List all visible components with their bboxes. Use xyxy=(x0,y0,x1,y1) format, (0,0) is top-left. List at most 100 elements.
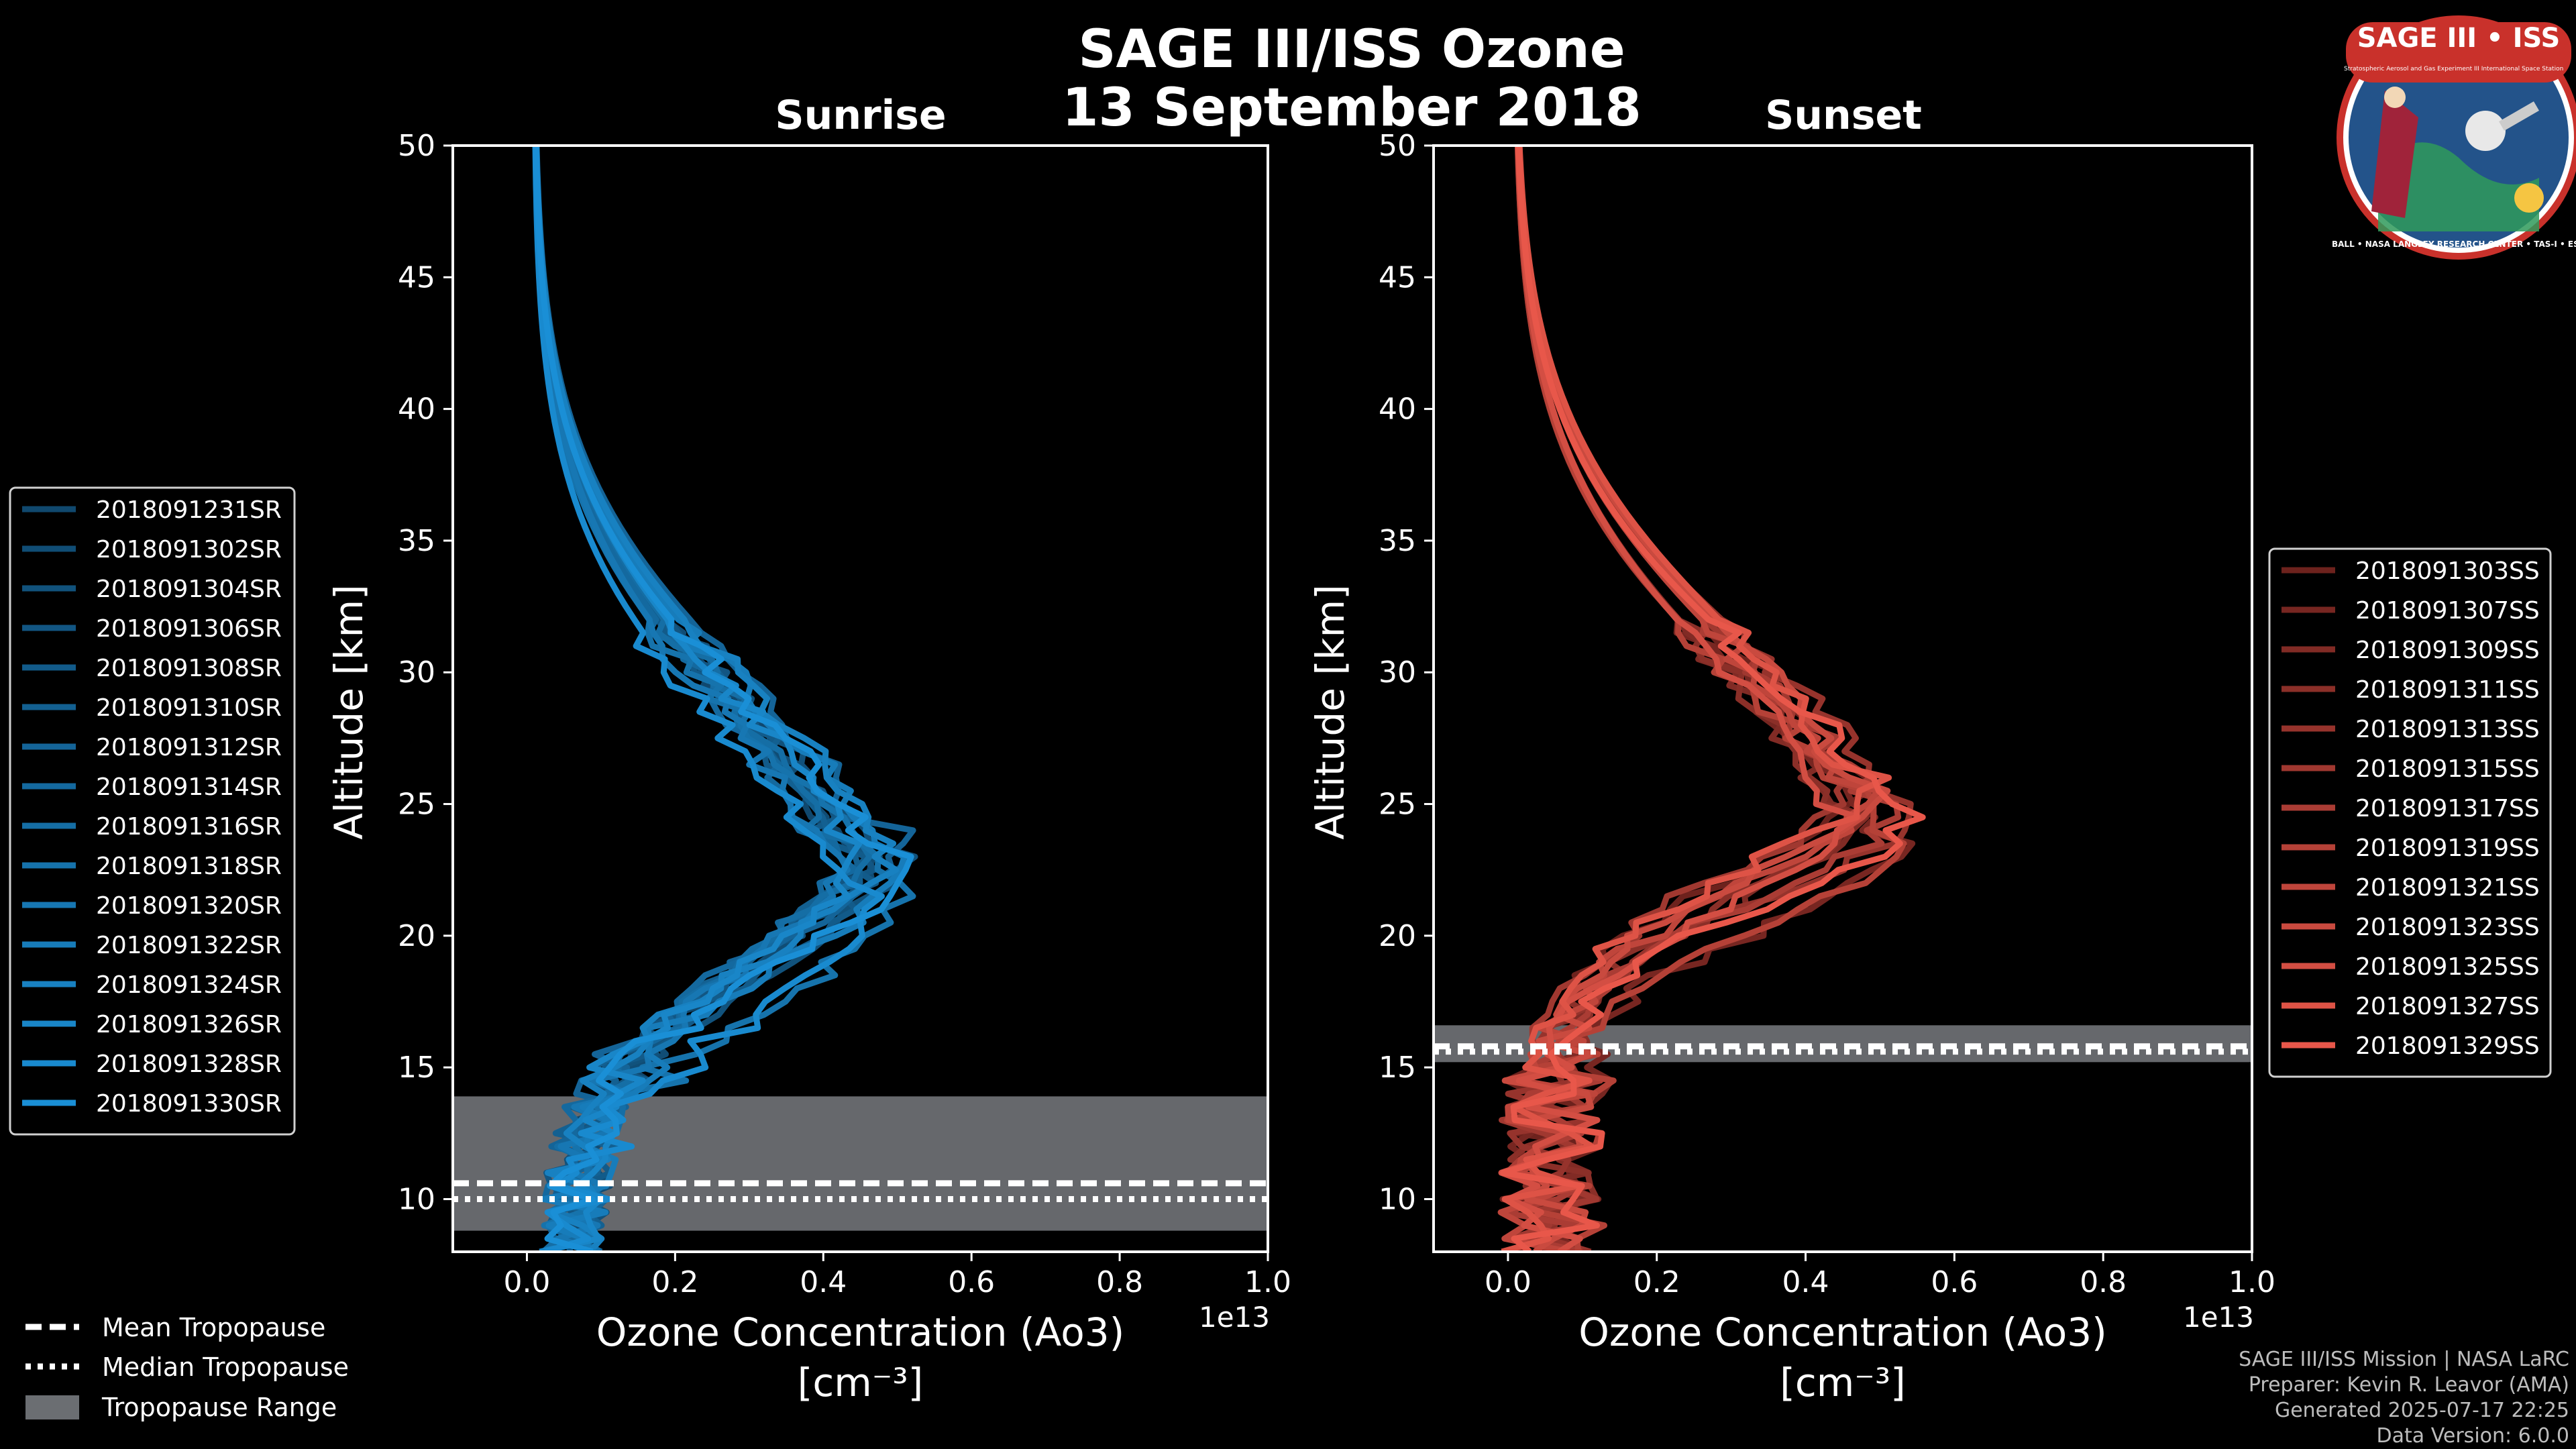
sunrise-legend-label: 2018091302SR xyxy=(96,536,282,564)
logo-earth-icon xyxy=(2378,142,2539,231)
figure-title-line2: 13 September 2018 xyxy=(1062,78,1642,138)
sunrise-ytick-label: 40 xyxy=(398,392,435,427)
sunrise-panel-title: Sunrise xyxy=(775,92,946,139)
sunset-ytick-label: 25 xyxy=(1379,788,1416,822)
sunset-ytick-label: 50 xyxy=(1379,129,1416,163)
sunrise-ytick-label: 25 xyxy=(398,788,435,822)
sunrise-x-offset-label: 1e13 xyxy=(1199,1301,1270,1334)
sunset-panel: 0.0 0.2 0.4 0.6 0.8 1.0 10 15 20 25 30 35 40 45 50 1e13… xyxy=(1307,129,2275,1405)
sunrise-xlabel-unit: [cm⁻³] xyxy=(798,1360,924,1405)
sunrise-ylabel: Altitude [km] xyxy=(326,584,372,839)
logo-subtext-left: Stratospheric Aerosol and Gas Experiment… xyxy=(2344,66,2479,72)
sunrise-ytick-label: 20 xyxy=(398,919,435,953)
sunrise-panel: 0.0 0.2 0.4 0.6 0.8 1.0 10 15 20 25 30 35 40 45 50 1e13… xyxy=(326,129,1291,1405)
sunrise-xtick-label: 0.2 xyxy=(651,1265,698,1299)
sunrise-axes-frame xyxy=(451,144,1269,1253)
sunrise-ytick-label: 30 xyxy=(398,655,435,690)
sunset-profile-line xyxy=(1501,146,1892,1252)
sunset-axes-frame xyxy=(1432,144,2253,1253)
logo-subtext-right: International Space Station xyxy=(2481,66,2564,72)
sunrise-legend-label: 2018091306SR xyxy=(96,615,282,643)
sunset-legend-label: 2018091311SS xyxy=(2355,676,2540,704)
sunset-legend-label: 2018091319SS xyxy=(2355,835,2540,862)
logo-moon-icon xyxy=(2465,111,2506,151)
sunset-legend-label: 2018091321SS xyxy=(2355,874,2540,902)
tropopause-range-label: Tropopause Range xyxy=(101,1393,337,1422)
logo-banner xyxy=(2346,22,2571,83)
credits-line2: Preparer: Kevin R. Leavor (AMA) xyxy=(2249,1373,2569,1397)
credits-line4: Data Version: 6.0.0 xyxy=(2377,1424,2569,1448)
credits-line3: Generated 2025-07-17 22:25 xyxy=(2275,1399,2569,1422)
sunset-ytick-label: 10 xyxy=(1379,1182,1416,1216)
sunrise-legend-label: 2018091330SR xyxy=(96,1090,282,1118)
sunset-legend-label: 2018091315SS xyxy=(2355,755,2540,783)
sunrise-legend-label: 2018091320SR xyxy=(96,892,282,920)
sunrise-xtick-label: 0.0 xyxy=(503,1265,550,1299)
sunrise-legend-label: 2018091326SR xyxy=(96,1011,282,1038)
sunset-ytick-label: 35 xyxy=(1379,524,1416,558)
sunset-x-offset-label: 1e13 xyxy=(2183,1301,2254,1334)
sunrise-legend-label: 2018091308SR xyxy=(96,655,282,682)
sunset-xtick-label: 0.2 xyxy=(1633,1265,1680,1299)
sunset-legend-label: 2018091317SS xyxy=(2355,795,2540,822)
logo-title: SAGE III • ISS xyxy=(2357,23,2561,54)
sunset-xtick-label: 0.6 xyxy=(1931,1265,1978,1299)
sunrise-xtick-label: 0.8 xyxy=(1096,1265,1143,1299)
sunset-legend-label: 2018091313SS xyxy=(2355,716,2540,743)
sunrise-legend-label: 2018091304SR xyxy=(96,576,282,603)
sunrise-legend-label: 2018091318SR xyxy=(96,853,282,880)
sunrise-xlabel: Ozone Concentration (Ao3) xyxy=(596,1309,1125,1355)
logo-figure-head-icon xyxy=(2384,87,2406,108)
sunset-profile-line xyxy=(1500,146,1926,1252)
sunrise-legend-label: 2018091231SR xyxy=(96,496,282,524)
sunrise-legend-box xyxy=(9,486,296,1136)
sunset-xtick-label: 1.0 xyxy=(2229,1265,2275,1299)
credits: SAGE III/ISS Mission | NASA LaRC Prepare… xyxy=(2239,1348,2569,1448)
sunrise-legend-label: 2018091316SR xyxy=(96,813,282,841)
sunset-plot-area xyxy=(1434,146,2252,1252)
sunrise-ytick-label: 35 xyxy=(398,524,435,558)
median-tropopause-label: Median Tropopause xyxy=(102,1352,349,1382)
sunset-ytick-label: 30 xyxy=(1379,655,1416,690)
sunset-legend-label: 2018091325SS xyxy=(2355,953,2540,981)
sunrise-legend-label: 2018091328SR xyxy=(96,1051,282,1078)
sunset-legend-label: 2018091329SS xyxy=(2355,1032,2540,1060)
sunrise-legend-label: 2018091310SR xyxy=(96,694,282,722)
sunset-xtick-label: 0.8 xyxy=(2080,1265,2127,1299)
sunrise-ytick-label: 15 xyxy=(398,1051,435,1085)
sunset-legend-box xyxy=(2268,547,2552,1078)
sunset-legend-label: 2018091323SS xyxy=(2355,914,2540,941)
tropopause-range-swatch xyxy=(25,1395,79,1419)
sunrise-xtick-label: 0.6 xyxy=(948,1265,995,1299)
sunrise-profile-line xyxy=(532,146,885,1252)
sunrise-legend-label: 2018091324SR xyxy=(96,971,282,999)
sunrise-ytick-label: 45 xyxy=(398,260,435,294)
credits-line1: SAGE III/ISS Mission | NASA LaRC xyxy=(2239,1348,2569,1371)
sunrise-plot-area xyxy=(453,146,1268,1252)
sage-iss-logo: SAGE III • ISS Stratospheric Aerosol and… xyxy=(2332,15,2576,260)
sunset-xlabel-unit: [cm⁻³] xyxy=(1780,1360,1906,1405)
sunset-legend-label: 2018091309SS xyxy=(2355,637,2540,664)
logo-ring-text: BALL • NASA LANGLEY RESEARCH CENTER • TA… xyxy=(2332,239,2576,249)
sunset-xlabel: Ozone Concentration (Ao3) xyxy=(1578,1309,2107,1355)
sunset-legend: 2018091303SS 2018091307SS 2018091309SS 2018… xyxy=(2268,547,2552,1078)
sunset-ytick-label: 20 xyxy=(1379,919,1416,953)
sunrise-profile-line xyxy=(533,146,914,1252)
sunset-ytick-label: 15 xyxy=(1379,1051,1416,1085)
sunrise-xtick-label: 1.0 xyxy=(1244,1265,1291,1299)
sunset-legend-label: 2018091327SS xyxy=(2355,993,2540,1020)
sunrise-xtick-label: 0.4 xyxy=(800,1265,847,1299)
figure-title-line1: SAGE III/ISS Ozone xyxy=(1078,19,1625,80)
sunset-ytick-label: 40 xyxy=(1379,392,1416,427)
logo-sun-icon xyxy=(2514,183,2544,213)
sunrise-legend-label: 2018091322SR xyxy=(96,932,282,959)
sunrise-ytick-label: 50 xyxy=(398,129,435,163)
sunset-legend-label: 2018091307SS xyxy=(2355,597,2540,625)
sunset-panel-title: Sunset xyxy=(1765,92,1922,139)
sunset-xtick-label: 0.4 xyxy=(1782,1265,1829,1299)
tropopause-legend: Mean Tropopause Median Tropopause Tropop… xyxy=(25,1313,349,1422)
mean-tropopause-label: Mean Tropopause xyxy=(102,1313,325,1342)
sunrise-legend-label: 2018091314SR xyxy=(96,773,282,801)
